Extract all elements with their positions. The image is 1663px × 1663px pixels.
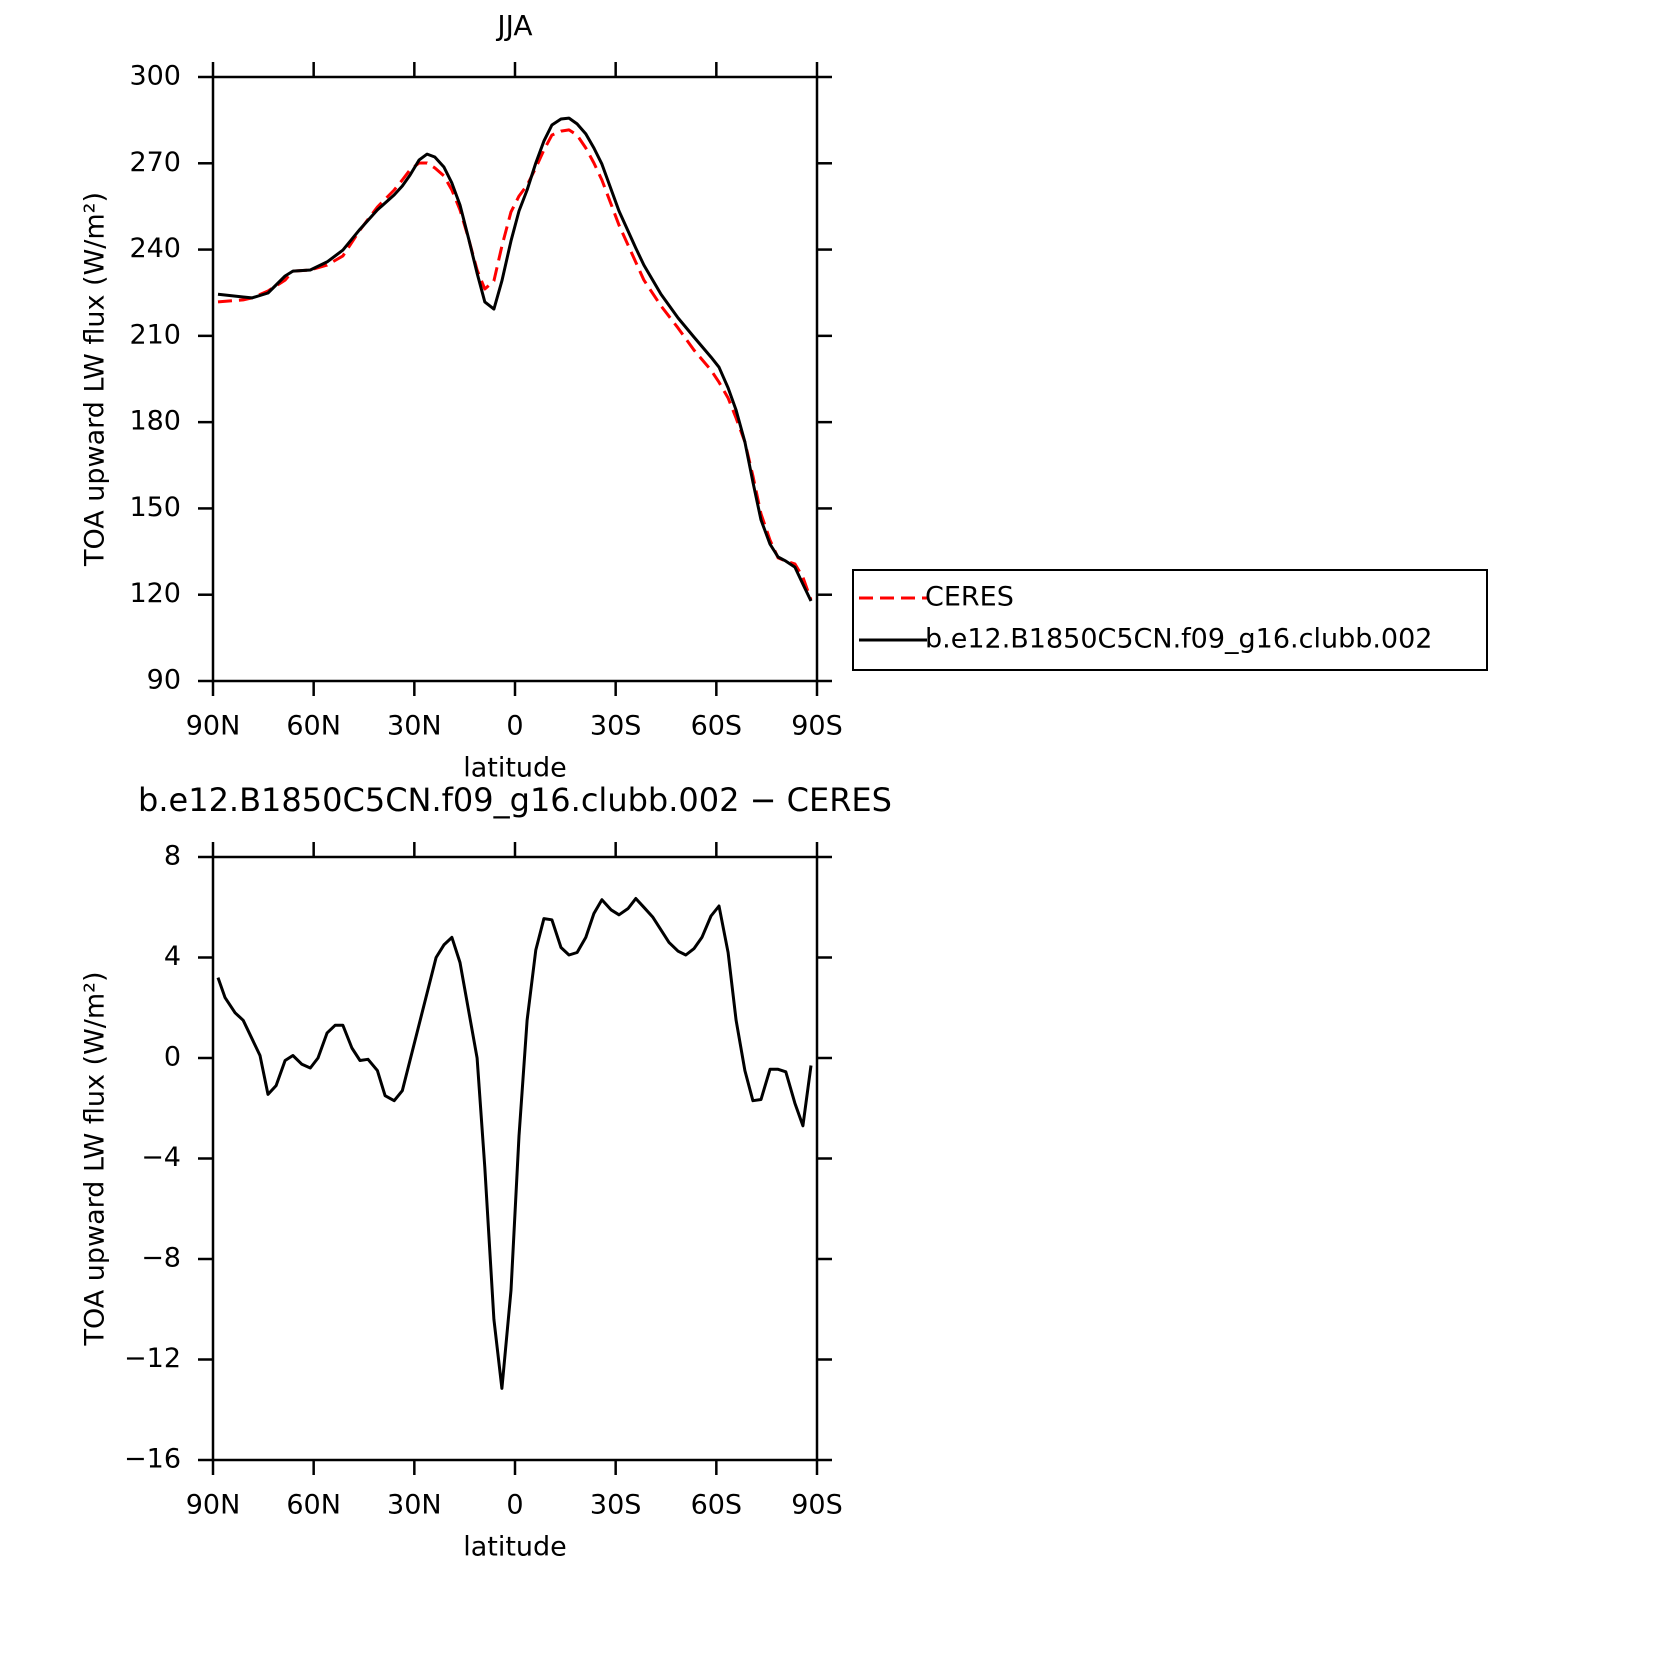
y-axis-label: TOA upward LW flux (W/m²) bbox=[80, 971, 111, 1346]
x-tick-label: 30N bbox=[387, 1490, 442, 1521]
y-tick-label: 4 bbox=[164, 941, 181, 972]
legend-box bbox=[852, 569, 1488, 671]
y-tick-label: −12 bbox=[124, 1343, 181, 1374]
y-tick-label: 8 bbox=[164, 841, 181, 872]
legend-label: b.e12.B1850C5CN.f09_g16.clubb.002 bbox=[925, 624, 1432, 655]
y-tick-label: 270 bbox=[129, 147, 181, 178]
x-tick-label: 90N bbox=[186, 1490, 241, 1521]
y-tick-label: 120 bbox=[129, 578, 181, 609]
x-tick-label: 0 bbox=[506, 1490, 523, 1521]
y-tick-label: 240 bbox=[129, 233, 181, 264]
x-axis-label: latitude bbox=[463, 1532, 567, 1563]
x-tick-label: 90N bbox=[186, 711, 241, 742]
y-tick-label: 0 bbox=[164, 1042, 181, 1073]
x-tick-label: 60S bbox=[691, 1490, 743, 1521]
data-line bbox=[216, 897, 813, 1390]
x-tick-label: 60N bbox=[286, 711, 341, 742]
x-tick-label: 0 bbox=[506, 711, 523, 742]
x-axis-label: latitude bbox=[463, 753, 567, 784]
x-tick-label: 30S bbox=[590, 711, 642, 742]
y-tick-label: 90 bbox=[147, 665, 181, 696]
legend-label: CERES bbox=[925, 582, 1014, 613]
y-tick-label: 300 bbox=[129, 61, 181, 92]
y-tick-label: −4 bbox=[141, 1142, 181, 1173]
y-tick-label: 150 bbox=[129, 492, 181, 523]
x-tick-label: 60N bbox=[286, 1490, 341, 1521]
x-tick-label: 90S bbox=[791, 711, 843, 742]
y-axis-label: TOA upward LW flux (W/m²) bbox=[80, 192, 111, 567]
x-tick-label: 30N bbox=[387, 711, 442, 742]
y-tick-label: 210 bbox=[129, 319, 181, 350]
chart-title: b.e12.B1850C5CN.f09_g16.clubb.002 − CERE… bbox=[138, 781, 892, 819]
data-line bbox=[217, 116, 813, 602]
chart-title: JJA bbox=[495, 9, 532, 42]
x-tick-label: 90S bbox=[791, 1490, 843, 1521]
y-tick-label: −8 bbox=[141, 1243, 181, 1274]
x-tick-label: 60S bbox=[691, 711, 743, 742]
y-tick-label: −16 bbox=[124, 1444, 181, 1475]
y-tick-label: 180 bbox=[129, 406, 181, 437]
x-tick-label: 30S bbox=[590, 1490, 642, 1521]
